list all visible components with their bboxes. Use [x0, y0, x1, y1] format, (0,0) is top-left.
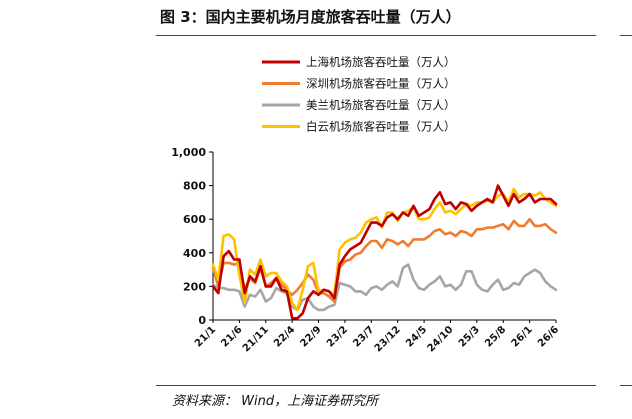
- legend-label: 美兰机场旅客吞吐量（万人）: [306, 98, 456, 112]
- x-tick-label: 23/2: [325, 324, 350, 349]
- x-tick-label: 21/11: [241, 324, 271, 354]
- figure-title: 图 3：国内主要机场月度旅客吞吐量（万人）: [160, 8, 461, 26]
- x-tick-label: 26/6: [536, 324, 561, 349]
- adjacent-source-divider: [620, 385, 632, 386]
- x-tick-label: 23/12: [373, 324, 403, 354]
- x-tick-label: 26/1: [510, 324, 535, 349]
- chart-series: [211, 184, 558, 320]
- legend-label: 白云机场旅客吞吐量（万人）: [306, 120, 456, 134]
- title-divider: [156, 35, 596, 36]
- series-line-0: [211, 184, 558, 320]
- x-tick-label: 22/9: [299, 324, 324, 349]
- y-tick-label: 600: [183, 213, 206, 226]
- y-tick-label: 400: [183, 247, 206, 260]
- y-tick-label: 800: [183, 180, 206, 193]
- legend-label: 深圳机场旅客吞吐量（万人）: [306, 77, 456, 91]
- y-tick-label: 200: [183, 280, 206, 293]
- source-note: 资料来源： Wind，上海证券研究所: [172, 394, 379, 409]
- series-line-3: [211, 187, 558, 312]
- chart-legend: 上海机场旅客吞吐量（万人） 深圳机场旅客吞吐量（万人） 美兰机场旅客吞吐量（万人） 白…: [262, 55, 456, 134]
- series-line-2: [211, 263, 558, 312]
- x-tick-label: 22/4: [272, 324, 297, 349]
- series-line-1: [211, 217, 558, 303]
- adjacent-panel-divider: [620, 35, 632, 36]
- legend-label: 上海机场旅客吞吐量（万人）: [306, 55, 456, 69]
- x-tick-label: 25/8: [483, 324, 508, 349]
- y-tick-label: 0: [198, 314, 206, 327]
- x-tick-label: 24/10: [426, 324, 456, 354]
- x-tick-label: 25/3: [457, 324, 482, 349]
- y-tick-label: 1,000: [171, 146, 206, 159]
- source-divider: [156, 385, 596, 386]
- x-tick-label: 21/1: [193, 324, 218, 349]
